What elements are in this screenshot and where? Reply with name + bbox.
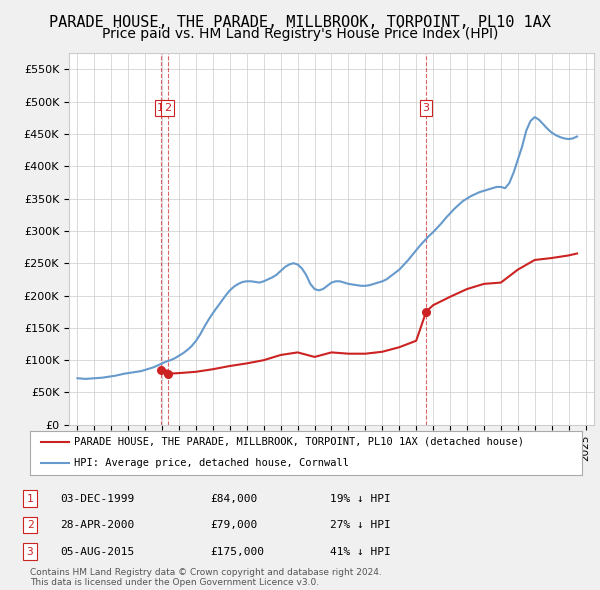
Text: 3: 3: [422, 103, 430, 113]
Text: PARADE HOUSE, THE PARADE, MILLBROOK, TORPOINT, PL10 1AX (detached house): PARADE HOUSE, THE PARADE, MILLBROOK, TOR…: [74, 437, 524, 447]
Point: [156, 366, 166, 375]
Text: 27% ↓ HPI: 27% ↓ HPI: [330, 520, 391, 530]
Text: 19% ↓ HPI: 19% ↓ HPI: [330, 494, 391, 503]
Text: 1: 1: [157, 103, 164, 113]
Point: [163, 369, 172, 378]
Text: This data is licensed under the Open Government Licence v3.0.: This data is licensed under the Open Gov…: [30, 578, 319, 587]
Text: 2: 2: [26, 520, 34, 530]
Text: £84,000: £84,000: [210, 494, 257, 503]
Text: PARADE HOUSE, THE PARADE, MILLBROOK, TORPOINT, PL10 1AX: PARADE HOUSE, THE PARADE, MILLBROOK, TOR…: [49, 15, 551, 30]
Point: [421, 307, 431, 316]
Text: £175,000: £175,000: [210, 547, 264, 556]
Text: £79,000: £79,000: [210, 520, 257, 530]
Text: 03-DEC-1999: 03-DEC-1999: [60, 494, 134, 503]
Text: 1: 1: [26, 494, 34, 503]
Text: Price paid vs. HM Land Registry's House Price Index (HPI): Price paid vs. HM Land Registry's House …: [102, 27, 498, 41]
Text: 05-AUG-2015: 05-AUG-2015: [60, 547, 134, 556]
Text: 2: 2: [164, 103, 171, 113]
Text: 3: 3: [26, 547, 34, 556]
Text: Contains HM Land Registry data © Crown copyright and database right 2024.: Contains HM Land Registry data © Crown c…: [30, 568, 382, 577]
Text: 28-APR-2000: 28-APR-2000: [60, 520, 134, 530]
Text: 41% ↓ HPI: 41% ↓ HPI: [330, 547, 391, 556]
Text: HPI: Average price, detached house, Cornwall: HPI: Average price, detached house, Corn…: [74, 458, 349, 467]
